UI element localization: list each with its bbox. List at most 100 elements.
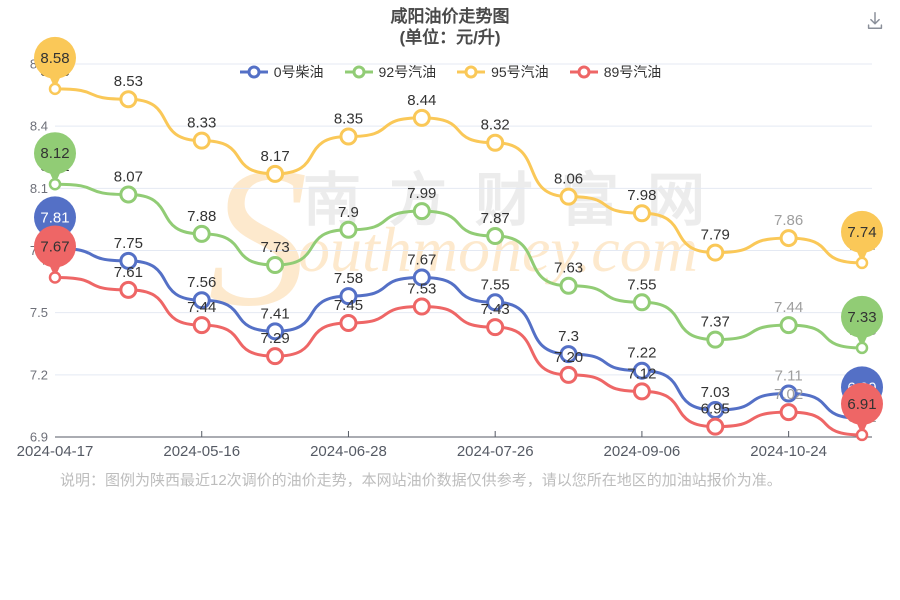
data-label-95号汽油: 7.86 (774, 212, 803, 229)
data-label-95号汽油: 8.53 (114, 73, 143, 90)
x-axis-label: 2024-05-16 (163, 443, 240, 460)
data-point-95号汽油[interactable] (779, 229, 798, 248)
data-point-89号汽油[interactable] (192, 316, 211, 335)
data-point-92号汽油[interactable] (339, 220, 358, 239)
price-pin-89号汽油[interactable] (34, 225, 76, 268)
data-point-92号汽油[interactable] (48, 177, 62, 191)
price-pin-92号汽油[interactable] (34, 132, 76, 175)
price-pin-0号柴油[interactable] (34, 196, 76, 239)
data-point-89号汽油[interactable] (119, 280, 138, 299)
data-point-0号柴油[interactable] (632, 361, 651, 380)
legend-line-icon (344, 65, 373, 79)
data-point-92号汽油[interactable] (119, 185, 138, 204)
data-point-95号汽油[interactable] (559, 187, 578, 206)
data-point-0号柴油[interactable] (339, 287, 358, 306)
data-point-0号柴油[interactable] (119, 251, 138, 270)
legend-item-0号柴油[interactable]: 0号柴油 (239, 62, 324, 82)
legend-item-92号汽油[interactable]: 92号汽油 (344, 62, 437, 82)
data-point-89号汽油[interactable] (266, 347, 285, 366)
data-label-89号汽油: 7.20 (554, 349, 583, 366)
chart-subtitle: (单位：元/升) (399, 28, 501, 47)
pin-value: 7.81 (40, 209, 69, 226)
data-point-92号汽油[interactable] (559, 276, 578, 295)
y-axis-label: 8.4 (30, 119, 48, 134)
legend-line-icon (457, 65, 486, 79)
legend-item-89号汽油[interactable]: 89号汽油 (569, 62, 661, 82)
data-point-95号汽油[interactable] (412, 108, 431, 127)
data-point-92号汽油[interactable] (412, 202, 431, 221)
data-point-0号柴油[interactable] (706, 401, 725, 420)
data-label-89号汽油: 7.12 (627, 365, 656, 382)
data-label-92号汽油: 7.87 (481, 210, 510, 227)
legend: 0号柴油 92号汽油 95号汽油 89号汽油 (0, 62, 900, 82)
data-point-89号汽油[interactable] (48, 271, 62, 284)
data-point-89号汽油[interactable] (486, 318, 505, 337)
legend-item-95号汽油[interactable]: 95号汽油 (456, 62, 549, 82)
data-label-95号汽油: 7.98 (627, 187, 656, 204)
data-point-89号汽油[interactable] (339, 314, 358, 333)
data-point-95号汽油[interactable] (855, 256, 869, 270)
price-pin-92号汽油[interactable] (841, 295, 883, 338)
data-label-89号汽油: 7.45 (334, 297, 363, 314)
data-label-0号柴油: 7.55 (481, 276, 510, 293)
data-point-95号汽油[interactable] (339, 127, 358, 146)
pin-value: 7.74 (847, 224, 876, 241)
data-point-89号汽油[interactable] (632, 382, 651, 401)
y-axis-label: 7.5 (30, 305, 48, 320)
data-point-92号汽油[interactable] (779, 316, 798, 335)
legend-line-icon (239, 65, 268, 79)
data-point-89号汽油[interactable] (855, 428, 869, 442)
price-pin-89号汽油[interactable] (841, 382, 883, 425)
data-label-92号汽油: 7.99 (407, 185, 436, 202)
data-label-95号汽油: 8.33 (187, 115, 216, 132)
data-point-95号汽油[interactable] (632, 204, 651, 223)
data-point-0号柴油[interactable] (192, 291, 211, 310)
data-label-92号汽油: 7.37 (701, 314, 730, 331)
data-label-89号汽油: 7.02 (774, 386, 803, 403)
data-point-0号柴油[interactable] (779, 384, 798, 403)
data-point-92号汽油[interactable] (632, 293, 651, 312)
legend-label: 0号柴油 (273, 64, 324, 80)
data-point-0号柴油[interactable] (412, 268, 431, 287)
data-point-0号柴油[interactable] (486, 293, 505, 312)
data-label-0号柴油: 7.58 (334, 270, 363, 287)
data-point-95号汽油[interactable] (119, 90, 138, 109)
price-pin-95号汽油[interactable] (34, 36, 76, 79)
data-label-0号柴油: 7.75 (114, 235, 143, 252)
data-point-89号汽油[interactable] (706, 417, 725, 436)
data-point-92号汽油[interactable] (192, 224, 211, 243)
data-label-92号汽油: 7.88 (187, 208, 216, 225)
data-label-89号汽油: 6.95 (701, 401, 730, 418)
data-point-95号汽油[interactable] (486, 133, 505, 152)
x-axis-label: 2024-06-28 (310, 443, 387, 460)
data-label-95号汽油: 8.35 (334, 111, 363, 128)
data-point-0号柴油[interactable] (559, 345, 578, 364)
data-point-89号汽油[interactable] (559, 365, 578, 384)
data-point-92号汽油[interactable] (486, 226, 505, 245)
data-label-95号汽油: 8.32 (481, 117, 510, 134)
pin-value: 6.91 (847, 396, 876, 413)
legend-line-icon (569, 65, 598, 79)
data-point-92号汽油[interactable] (266, 256, 285, 275)
data-label-0号柴油: 7.3 (558, 328, 579, 345)
x-axis-label: 2024-09-06 (604, 443, 681, 460)
data-label-95号汽油: 7.79 (701, 227, 730, 244)
series-line-92号汽油 (54, 182, 863, 350)
legend-label: 92号汽油 (378, 64, 437, 80)
data-point-92号汽油[interactable] (706, 330, 725, 349)
data-point-89号汽油[interactable] (779, 403, 798, 422)
data-point-92号汽油[interactable] (855, 341, 869, 355)
data-point-95号汽油[interactable] (706, 243, 725, 262)
data-point-89号汽油[interactable] (412, 297, 431, 316)
x-axis-label: 2024-10-24 (750, 443, 827, 460)
data-point-95号汽油[interactable] (192, 131, 211, 150)
data-label-92号汽油: 7.73 (260, 239, 289, 256)
data-label-89号汽油: 7.61 (114, 264, 143, 281)
download-icon[interactable] (862, 8, 888, 37)
data-point-95号汽油[interactable] (48, 82, 62, 96)
price-pin-95号汽油[interactable] (841, 210, 883, 253)
data-point-95号汽油[interactable] (266, 164, 285, 183)
data-label-0号柴油: 7.67 (407, 251, 436, 268)
data-point-0号柴油[interactable] (266, 322, 285, 341)
